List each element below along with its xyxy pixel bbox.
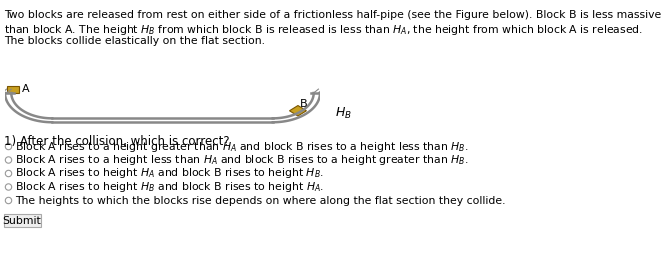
Text: A: A xyxy=(22,84,29,94)
Text: The blocks collide elastically on the flat section.: The blocks collide elastically on the fl… xyxy=(4,36,265,46)
FancyBboxPatch shape xyxy=(3,214,40,227)
Text: Block A rises to height $H_B$ and block B rises to height $H_A$.: Block A rises to height $H_B$ and block … xyxy=(15,180,324,194)
Bar xyxy=(7,86,19,93)
Text: Block A rises to a height greater than $H_A$ and block B rises to a height less : Block A rises to a height greater than $… xyxy=(15,140,469,153)
Text: Two blocks are released from rest on either side of a frictionless half-pipe (se: Two blocks are released from rest on eit… xyxy=(4,10,661,20)
Text: 1) After the collision, which is correct?: 1) After the collision, which is correct… xyxy=(4,135,230,148)
Text: Submit: Submit xyxy=(3,215,41,225)
Text: than block A. The height $H_B$ from which block B is released is less than $H_A$: than block A. The height $H_B$ from whic… xyxy=(4,23,643,37)
Text: The heights to which the blocks rise depends on where along the flat section the: The heights to which the blocks rise dep… xyxy=(15,196,506,206)
Text: Block A rises to a height less than $H_A$ and block B rises to a height greater : Block A rises to a height less than $H_A… xyxy=(15,153,469,167)
Bar xyxy=(289,105,307,116)
Text: Block A rises to height $H_A$ and block B rises to height $H_B$.: Block A rises to height $H_A$ and block … xyxy=(15,167,324,181)
Text: $H_B$: $H_B$ xyxy=(335,106,352,121)
Text: B: B xyxy=(301,99,308,109)
